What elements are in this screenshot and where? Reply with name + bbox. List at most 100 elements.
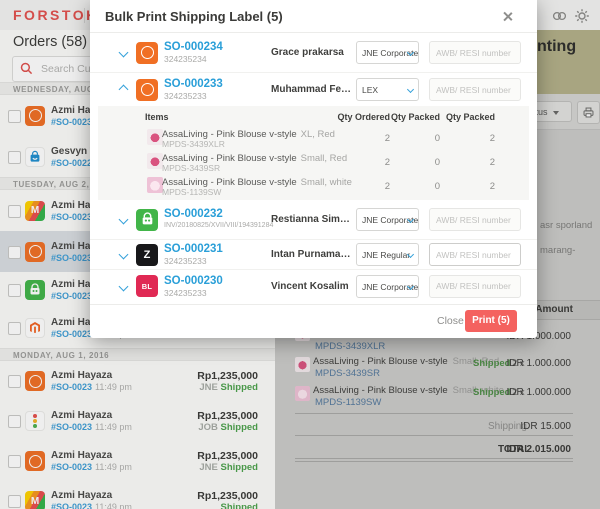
chevron-up-icon[interactable] <box>118 84 129 95</box>
carrier-label: JNE <box>199 462 218 473</box>
order-list-item[interactable]: Azmi Hayaza #SO-0023 11:49 pm Rp1,235,000… <box>0 441 275 482</box>
logo-divider <box>84 8 85 23</box>
printer-icon <box>583 107 594 118</box>
mataharimall-icon: M <box>25 200 45 221</box>
shipment-row: BL SO-000230 324235233 Vincent Kosalim J… <box>90 270 537 302</box>
product-sku-link[interactable]: MPDS-3439XLR <box>315 341 386 352</box>
customer-name: Gesvyn Tjan <box>51 145 111 157</box>
order-number-link[interactable]: #SO-0023 <box>51 328 93 339</box>
row-checkbox[interactable] <box>8 415 21 428</box>
customer-name: Azmi Hayazza <box>51 199 118 211</box>
chevron-down-icon[interactable] <box>118 47 129 58</box>
courier-selected-value: JNE Corporate <box>362 281 419 292</box>
order-number-link[interactable]: #SO-0022 <box>51 157 93 168</box>
marketplace-dots-icon <box>25 411 45 431</box>
link-icon[interactable] <box>551 8 568 24</box>
divider <box>295 458 573 459</box>
product-thumbnail <box>147 153 163 169</box>
awb-resi-input[interactable] <box>429 208 521 231</box>
row-checkbox[interactable] <box>8 321 21 335</box>
product-name: AssaLiving - Pink Blouse v-style Small, w… <box>313 385 504 396</box>
print-button[interactable] <box>577 101 600 124</box>
product-sku-link[interactable]: MPDS-3439SR <box>315 368 380 379</box>
shipping-amount: IDR 15.000 <box>520 421 571 432</box>
row-checkbox[interactable] <box>8 283 21 297</box>
product-thumbnail <box>147 129 163 145</box>
close-button[interactable]: Close <box>437 315 464 327</box>
order-amount: Rp1,235,000 <box>197 450 258 462</box>
order-number-link[interactable]: #SO-0023 <box>51 462 93 472</box>
item-row: AssaLiving - Pink Blouse v-style XL, Red … <box>98 126 529 150</box>
bukalapak-icon: BL <box>136 275 158 297</box>
order-list-item[interactable]: M Azmi Hayaza #SO-0023 11:49 pm Rp1,235,0… <box>0 481 275 509</box>
row-checkbox[interactable] <box>8 495 21 508</box>
product-variant: XL, Red <box>300 129 335 140</box>
so-number-link[interactable]: SO-000234 <box>164 41 223 53</box>
chevron-down-icon[interactable] <box>118 249 129 260</box>
product-sku: MPDS-1139SW <box>162 187 222 197</box>
awb-resi-input[interactable] <box>429 274 521 298</box>
forstok-logo: FORSTOK <box>13 7 99 23</box>
order-number-link[interactable]: #SO-0023 <box>51 211 93 222</box>
awb-resi-input[interactable] <box>429 78 521 101</box>
qty-packed-value: 2 <box>489 157 495 168</box>
lazada-icon <box>136 78 158 101</box>
order-list-item[interactable]: Azmi Hayaza #SO-0023 11:49 pm Rp1,235,000… <box>0 401 275 442</box>
print-button[interactable]: Print (5) <box>465 310 517 332</box>
order-number-link[interactable]: #SO-0023 <box>51 422 93 432</box>
shipping-label: Shipping <box>488 421 527 432</box>
awb-resi-input[interactable] <box>429 243 521 266</box>
carrier-label: JNE <box>199 382 218 393</box>
so-number-link[interactable]: SO-000232 <box>164 208 223 220</box>
close-icon[interactable] <box>502 11 513 22</box>
courier-select[interactable]: JNE Corporate <box>356 41 419 64</box>
product-name: AssaLiving - Pink Blouse v-style Small, R… <box>162 153 347 164</box>
courier-select[interactable]: JNE Corporate <box>356 208 419 231</box>
product-sku-link[interactable]: MPDS-1139SW <box>315 397 382 408</box>
courier-select[interactable]: LEX <box>356 78 419 101</box>
address-fragment: asr sporland <box>540 220 593 231</box>
so-number-link[interactable]: SO-000231 <box>164 243 223 255</box>
amount-column-header: Amount <box>535 304 573 315</box>
shipment-row: SO-000232 INV/20180825/XVII/VIII/1943912… <box>90 200 537 240</box>
orders-heading[interactable]: Orders (58) <box>13 34 102 50</box>
courier-select[interactable]: JNE Corporate <box>356 274 419 298</box>
courier-selected-value: LEX <box>362 85 379 95</box>
order-number-link[interactable]: #SO-0023 <box>51 252 93 263</box>
customer-name: Azmi Hayazza <box>51 316 118 328</box>
product-variant: Small, white <box>452 385 504 396</box>
line-amount: IDR 1.000.000 <box>506 358 572 369</box>
chevron-down-icon[interactable] <box>118 214 129 225</box>
customer-name: Azmi Hayaza <box>51 410 113 421</box>
row-checkbox[interactable] <box>8 150 21 164</box>
awb-resi-input[interactable] <box>429 41 521 64</box>
row-checkbox[interactable] <box>8 204 21 218</box>
row-checkbox[interactable] <box>8 109 21 123</box>
courier-select[interactable]: JNE Regular <box>356 243 419 266</box>
customer-name: Azmi Hayazza <box>51 240 118 252</box>
row-checkbox[interactable] <box>8 375 21 388</box>
order-number-link[interactable]: #SO-0023 <box>51 116 93 127</box>
order-list-item[interactable]: Azmi Hayaza #SO-0023 11:49 pm Rp1,235,000… <box>0 361 275 402</box>
qty-packed-value: 2 <box>489 181 495 192</box>
address-fragment: marang- <box>540 245 576 256</box>
item-row: AssaLiving - Pink Blouse v-style Small, w… <box>98 174 529 198</box>
row-checkbox[interactable] <box>8 245 21 259</box>
so-number-link[interactable]: SO-000233 <box>164 78 223 90</box>
marketplace-ref: 324235233 <box>164 91 207 101</box>
product-variant: Small, Red <box>300 153 348 164</box>
status-badge: Shipped <box>220 502 258 509</box>
customer-name: Vincent Kosalim <box>271 280 349 292</box>
gear-icon[interactable] <box>574 8 591 24</box>
order-number-link[interactable]: #SO-0023 <box>51 290 93 301</box>
orders-heading-label: Orders (58) <box>13 34 88 50</box>
product-name-text: AssaLiving - Pink Blouse v-style <box>313 385 448 396</box>
customer-name: Azmi Hayazza <box>51 278 118 290</box>
caret-down-icon <box>552 111 559 115</box>
so-number-link[interactable]: SO-000230 <box>164 274 223 287</box>
order-number-link[interactable]: #SO-0023 <box>51 502 93 509</box>
qty-ordered-value: 2 <box>384 181 390 192</box>
chevron-down-icon[interactable] <box>118 281 129 291</box>
row-checkbox[interactable] <box>8 455 21 468</box>
order-number-link[interactable]: #SO-0023 <box>51 382 93 392</box>
